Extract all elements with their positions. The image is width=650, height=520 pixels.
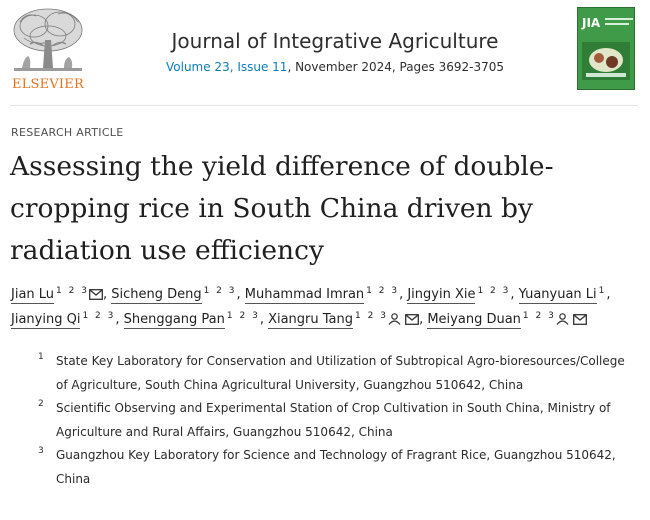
author-affiliation-refs: 1 2 3 [477, 286, 511, 296]
journal-title[interactable]: Journal of Integrative Agriculture [171, 29, 499, 53]
envelope-icon[interactable] [573, 314, 587, 325]
journal-cover-thumbnail[interactable]: JIA [577, 7, 635, 90]
affiliation-item: 3 Guangzhou Key Laboratory for Science an… [38, 444, 628, 491]
affiliation-number: 3 [38, 446, 44, 456]
author-affiliation-refs: 1 2 3 [56, 286, 89, 296]
author-affiliation-refs: 1 2 3 [226, 311, 260, 321]
elsevier-wordmark: ELSEVIER [12, 77, 84, 92]
author-name[interactable]: Xiangru Tang [268, 312, 354, 329]
author-affiliation-refs: 1 2 3 [522, 311, 556, 321]
issue-details: , November 2024, Pages 3692-3705 [287, 60, 505, 74]
author-yuanyuan-li[interactable]: Yuanyuan Li 1 [518, 286, 607, 304]
author-name[interactable]: Muhammad Imran [244, 287, 365, 304]
author-jingyin-xie[interactable]: Jingyin Xie 1 2 3 [407, 286, 511, 304]
author-name[interactable]: Shenggang Pan [123, 312, 225, 329]
person-icon[interactable] [388, 313, 401, 325]
author-jianying-qi[interactable]: Jianying Qi 1 2 3 [11, 311, 116, 329]
affiliation-number: 2 [38, 399, 44, 409]
article-type-label: RESEARCH ARTICLE [11, 126, 124, 139]
volume-issue-link[interactable]: Volume 23, Issue 11 [165, 60, 288, 74]
affiliation-text: Scientific Observing and Experimental St… [56, 401, 611, 439]
envelope-icon[interactable] [89, 289, 103, 300]
author-name[interactable]: Jian Lu [11, 287, 55, 304]
article-title: Assessing the yield difference of double… [10, 151, 554, 266]
author-shenggang-pan[interactable]: Shenggang Pan 1 2 3 [123, 311, 260, 329]
envelope-icon[interactable] [405, 314, 420, 325]
cover-image-icon [582, 42, 630, 80]
author-meiyang-duan[interactable]: Meiyang Duan 1 2 3 [427, 311, 587, 329]
author-name[interactable]: Jianying Qi [11, 312, 81, 329]
author-affiliation-refs: 1 2 3 [82, 311, 116, 321]
person-icon[interactable] [556, 313, 569, 325]
elsevier-logo[interactable]: ELSEVIER [8, 6, 88, 92]
author-jian-lu[interactable]: Jian Lu 1 2 3 [11, 286, 103, 304]
cover-title: JIA [582, 16, 601, 30]
cover-decoration [605, 23, 629, 25]
header-divider [10, 105, 638, 106]
author-list: Jian Lu 1 2 3, Sicheng Deng 1 2 3, Muhamma… [11, 286, 611, 329]
journal-header: ELSEVIER Journal of Integrative Agricult… [0, 0, 650, 104]
author-name[interactable]: Jingyin Xie [407, 287, 476, 304]
cover-decoration [605, 18, 633, 20]
affiliation-number: 1 [38, 352, 44, 362]
elsevier-tree-icon [13, 8, 83, 71]
author-sicheng-deng[interactable]: Sicheng Deng 1 2 3 [111, 286, 237, 304]
author-affiliation-refs: 1 2 3 [366, 286, 400, 296]
affiliation-list: 1 State Key Laboratory for Conservation a… [38, 350, 628, 491]
issue-line: Volume 23, Issue 11, November 2024, Page… [100, 60, 570, 74]
author-affiliation-refs: 1 2 3 [203, 286, 237, 296]
affiliation-item: 1 State Key Laboratory for Conservation a… [38, 350, 628, 397]
affiliation-text: State Key Laboratory for Conservation an… [56, 354, 625, 392]
author-xiangru-tang[interactable]: Xiangru Tang 1 2 3 [268, 311, 420, 329]
affiliation-item: 2 Scientific Observing and Experimental S… [38, 397, 628, 444]
author-name[interactable]: Yuanyuan Li [518, 287, 597, 304]
author-name[interactable]: Meiyang Duan [427, 312, 521, 329]
affiliation-text: Guangzhou Key Laboratory for Science and… [56, 448, 616, 486]
author-muhammad-imran[interactable]: Muhammad Imran 1 2 3 [244, 286, 400, 304]
author-affiliation-refs: 1 2 3 [355, 311, 388, 321]
author-name[interactable]: Sicheng Deng [111, 287, 202, 304]
author-affiliation-refs: 1 [598, 286, 607, 296]
